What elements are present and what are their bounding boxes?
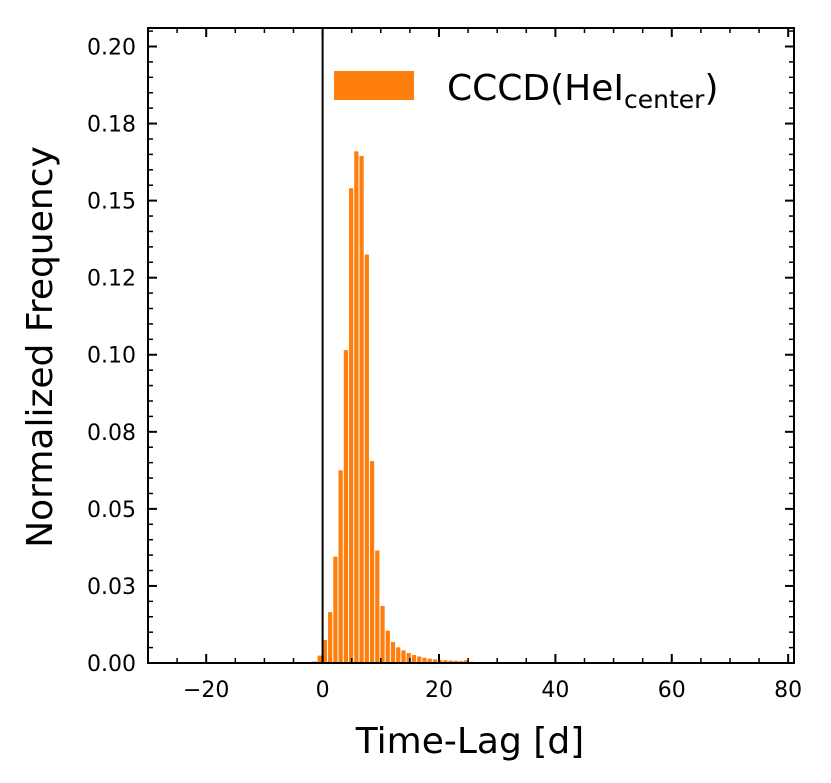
histogram-bar xyxy=(338,470,343,663)
histogram-bar xyxy=(380,605,385,663)
x-ticks: −20 0 20 40 60 80 xyxy=(147,28,802,703)
y-tick-label: 0.20 xyxy=(87,35,136,60)
histogram-bar xyxy=(448,660,453,663)
histogram-bar xyxy=(453,660,458,663)
histogram-bar xyxy=(438,659,443,663)
histogram-bar xyxy=(359,155,364,664)
histogram-bar xyxy=(422,657,427,663)
legend-label: CCCD(HeIcenter) xyxy=(447,68,719,114)
y-tick-label: 0.08 xyxy=(87,421,136,446)
histogram-bar xyxy=(317,655,322,663)
y-tick-label: 0.12 xyxy=(87,267,136,292)
histogram-bar xyxy=(354,151,359,663)
x-tick-label: 80 xyxy=(774,678,802,703)
y-ticks: 0.00 0.03 0.05 0.08 0.10 0.12 0.15 0.18 0.20 xyxy=(87,30,794,677)
histogram-bar xyxy=(375,550,380,663)
histogram-bar xyxy=(432,659,438,663)
histogram-bar xyxy=(322,639,328,663)
histogram-bar xyxy=(401,650,406,663)
histogram-bar xyxy=(411,654,417,663)
y-tick-label: 0.05 xyxy=(87,498,136,523)
y-axis-title: Normalized Frequency xyxy=(20,146,61,548)
histogram-bar xyxy=(390,642,396,663)
y-tick-label: 0.10 xyxy=(87,344,136,369)
histogram-bar xyxy=(385,630,390,663)
legend: CCCD(HeIcenter) xyxy=(334,68,719,114)
histogram-bar xyxy=(333,556,338,663)
y-tick-label: 0.00 xyxy=(87,652,136,677)
histogram-bar xyxy=(406,653,411,663)
x-axis-title: Time-Lag [d] xyxy=(355,721,584,762)
histogram-bar xyxy=(464,660,469,663)
x-tick-label: 0 xyxy=(316,678,330,703)
x-tick-label: 20 xyxy=(425,678,453,703)
histogram-bar xyxy=(328,612,333,663)
bars-group xyxy=(312,151,500,664)
x-tick-label: 40 xyxy=(541,678,569,703)
histogram-bar xyxy=(364,254,369,663)
y-tick-label: 0.15 xyxy=(87,190,136,215)
histogram-bar xyxy=(348,188,354,663)
y-tick-label: 0.18 xyxy=(87,113,136,138)
histogram-bar xyxy=(396,647,401,663)
plot-frame xyxy=(147,27,795,664)
histogram-bar xyxy=(417,656,422,663)
histogram-bar xyxy=(427,658,432,663)
x-tick-label: 60 xyxy=(658,678,686,703)
histogram-bar xyxy=(343,350,348,663)
x-tick-label: −20 xyxy=(183,678,229,703)
legend-swatch xyxy=(334,71,414,100)
y-tick-label: 0.03 xyxy=(87,575,136,600)
histogram-bar xyxy=(369,461,375,663)
histogram-bar xyxy=(443,660,448,663)
